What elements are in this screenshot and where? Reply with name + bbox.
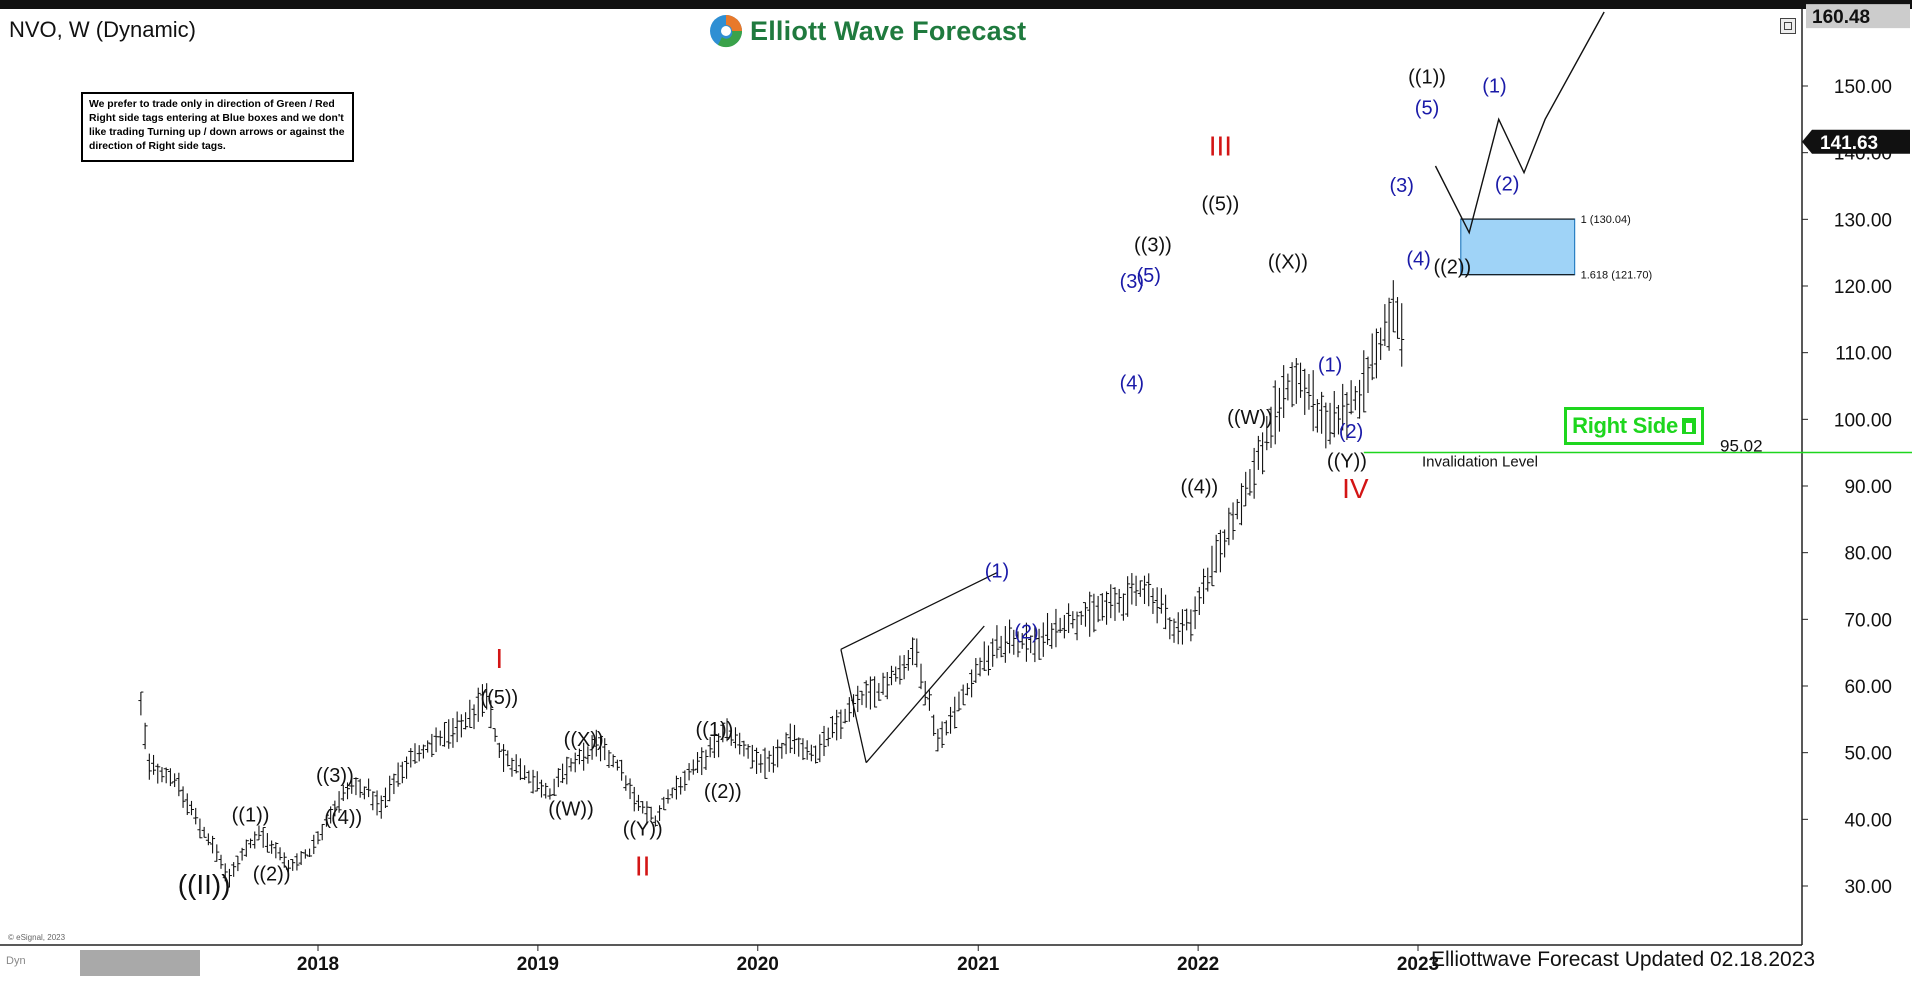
wave-label: ((5)) [1202, 194, 1240, 216]
invalidation-value: 95.02 [1720, 437, 1763, 456]
trading-note: We prefer to trade only in direction of … [81, 92, 354, 162]
wave-label: ((Y)) [1327, 450, 1367, 472]
wave-label: IV [1342, 473, 1369, 504]
logo-icon [710, 15, 743, 48]
right-side-tag: Right Side [1564, 407, 1704, 445]
top-price-tag [1806, 4, 1910, 29]
restore-window-icon[interactable] [1780, 18, 1796, 34]
updated-footer: Elliottwave Forecast Updated 02.18.2023 [1431, 948, 1816, 971]
wave-label: ((3)) [316, 765, 354, 787]
x-tick-label: 2020 [737, 954, 779, 975]
symbol-title: NVO, W (Dynamic) [9, 17, 196, 42]
wave-label: (5) [1415, 98, 1439, 120]
y-tick-label: 60.00 [1844, 677, 1892, 698]
x-tick-label: 2019 [517, 954, 559, 975]
fib-label-1618: 1.618 (121.70) [1581, 270, 1653, 282]
wave-label: ((4)) [1180, 476, 1218, 498]
blue-box-zone [1460, 218, 1576, 276]
x-tick-label: 2018 [297, 954, 339, 975]
wave-label: ((X)) [564, 729, 604, 751]
invalidation-label: Invalidation Level [1422, 454, 1538, 471]
wave-label: (4) [1406, 248, 1430, 270]
wave-label: ((II)) [178, 869, 231, 900]
wave-label: (2) [1014, 622, 1038, 644]
wave-label: ((Y)) [623, 818, 663, 840]
diagonal-left-edge [840, 649, 867, 763]
diagonal-lower-line [865, 625, 985, 764]
wave-label: ((2)) [704, 781, 742, 803]
y-tick-label: 30.00 [1844, 877, 1892, 898]
y-tick-label: 100.00 [1834, 410, 1892, 431]
copyright-text: © eSignal, 2023 [8, 933, 66, 942]
wave-label: (2) [1495, 174, 1519, 196]
wave-label: III [1209, 130, 1232, 161]
wave-label: (1) [985, 560, 1009, 582]
y-axis-panel [1802, 9, 1912, 981]
ohlc-bars [138, 280, 1405, 888]
wave-label: ((W)) [1227, 407, 1273, 429]
y-tick-label: 150.00 [1834, 77, 1892, 98]
wave-label: ((1)) [232, 804, 270, 826]
wave-label: (1) [1318, 354, 1342, 376]
wave-label: ((X)) [1268, 252, 1308, 274]
y-tick-label: 120.00 [1834, 277, 1892, 298]
x-tick-label: 2022 [1177, 954, 1219, 975]
current-price-tag [1802, 129, 1910, 154]
y-tick-label: 40.00 [1844, 810, 1892, 831]
wave-label: I [495, 643, 503, 674]
right-side-label: Right Side [1572, 413, 1678, 438]
y-tick-label: 110.00 [1835, 344, 1892, 365]
wave-label: (4) [1120, 372, 1144, 394]
window-top-border [0, 0, 1912, 9]
wave-label: ((4)) [324, 807, 362, 829]
wave-label: ((2)) [1433, 256, 1471, 278]
up-arrow-icon [1681, 418, 1696, 434]
wave-label: (1) [1482, 76, 1506, 98]
wave-label: (3) [1390, 175, 1414, 197]
date-cursor-tag [80, 950, 200, 976]
wave-label: (2) [1339, 421, 1363, 443]
wave-label: (3) [1120, 271, 1144, 293]
y-tick-label: 90.00 [1844, 477, 1892, 498]
wave-label: ((W)) [548, 798, 594, 820]
diagonal-upper-line [840, 572, 998, 650]
x-tick-label: 2021 [957, 954, 1000, 975]
wave-label: ((3)) [1134, 234, 1172, 256]
projection-path [1434, 11, 1605, 235]
current-price-label: 141.63 [1820, 133, 1878, 154]
wave-label: ((5)) [480, 687, 518, 709]
y-tick-label: 50.00 [1844, 744, 1892, 765]
y-tick-label: 130.00 [1834, 210, 1892, 231]
x-tick-label: 2023 [1397, 954, 1439, 975]
wave-label: (5) [1136, 265, 1160, 287]
top-price-label: 160.48 [1812, 7, 1870, 28]
wave-label: II [635, 850, 651, 881]
y-tick-label: 80.00 [1844, 544, 1892, 565]
y-tick-label: 70.00 [1844, 610, 1892, 631]
wave-label: ((1)) [1408, 66, 1446, 88]
logo-text: Elliott Wave Forecast [750, 15, 1027, 46]
wave-label: ((1)) [696, 719, 734, 741]
wave-label: ((2)) [253, 864, 291, 886]
fib-label-1: 1 (130.04) [1581, 214, 1631, 226]
dyn-label: Dyn [6, 955, 26, 967]
brand-logo: Elliott Wave Forecast [708, 12, 1026, 50]
